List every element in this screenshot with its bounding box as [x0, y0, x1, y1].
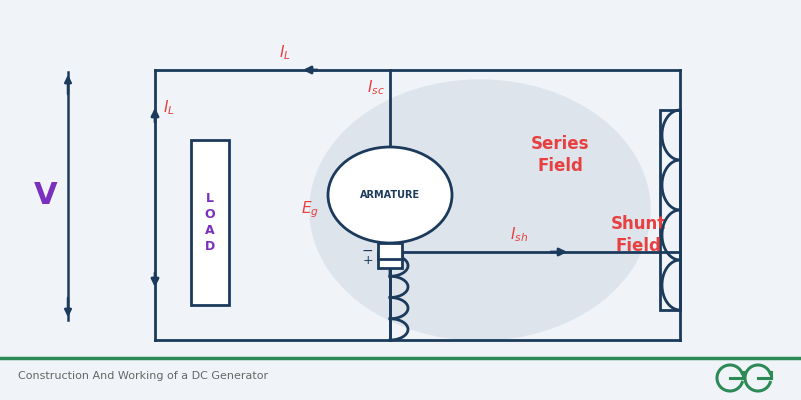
Ellipse shape — [310, 80, 650, 340]
Text: +: + — [362, 254, 373, 266]
Ellipse shape — [328, 147, 452, 243]
Bar — [660, 110, 680, 310]
Bar — [191, 140, 229, 305]
Bar — [378, 252, 402, 268]
Text: −: − — [361, 244, 373, 258]
Text: Shunt
Field: Shunt Field — [610, 215, 666, 255]
Text: $E_g$: $E_g$ — [301, 200, 319, 220]
Text: Series
Field: Series Field — [531, 135, 590, 175]
Text: $I_{sh}$: $I_{sh}$ — [510, 225, 528, 244]
Text: $I_L$: $I_L$ — [279, 43, 291, 62]
Text: L
O
A
D: L O A D — [205, 192, 215, 253]
Text: Construction And Working of a DC Generator: Construction And Working of a DC Generat… — [18, 371, 268, 381]
Text: V: V — [34, 182, 58, 210]
Text: $I_{sc}$: $I_{sc}$ — [367, 78, 385, 97]
Text: $I_a$: $I_a$ — [360, 223, 372, 242]
Text: $I_L$: $I_L$ — [163, 99, 175, 117]
Bar — [378, 243, 402, 259]
Text: ARMATURE: ARMATURE — [360, 190, 420, 200]
